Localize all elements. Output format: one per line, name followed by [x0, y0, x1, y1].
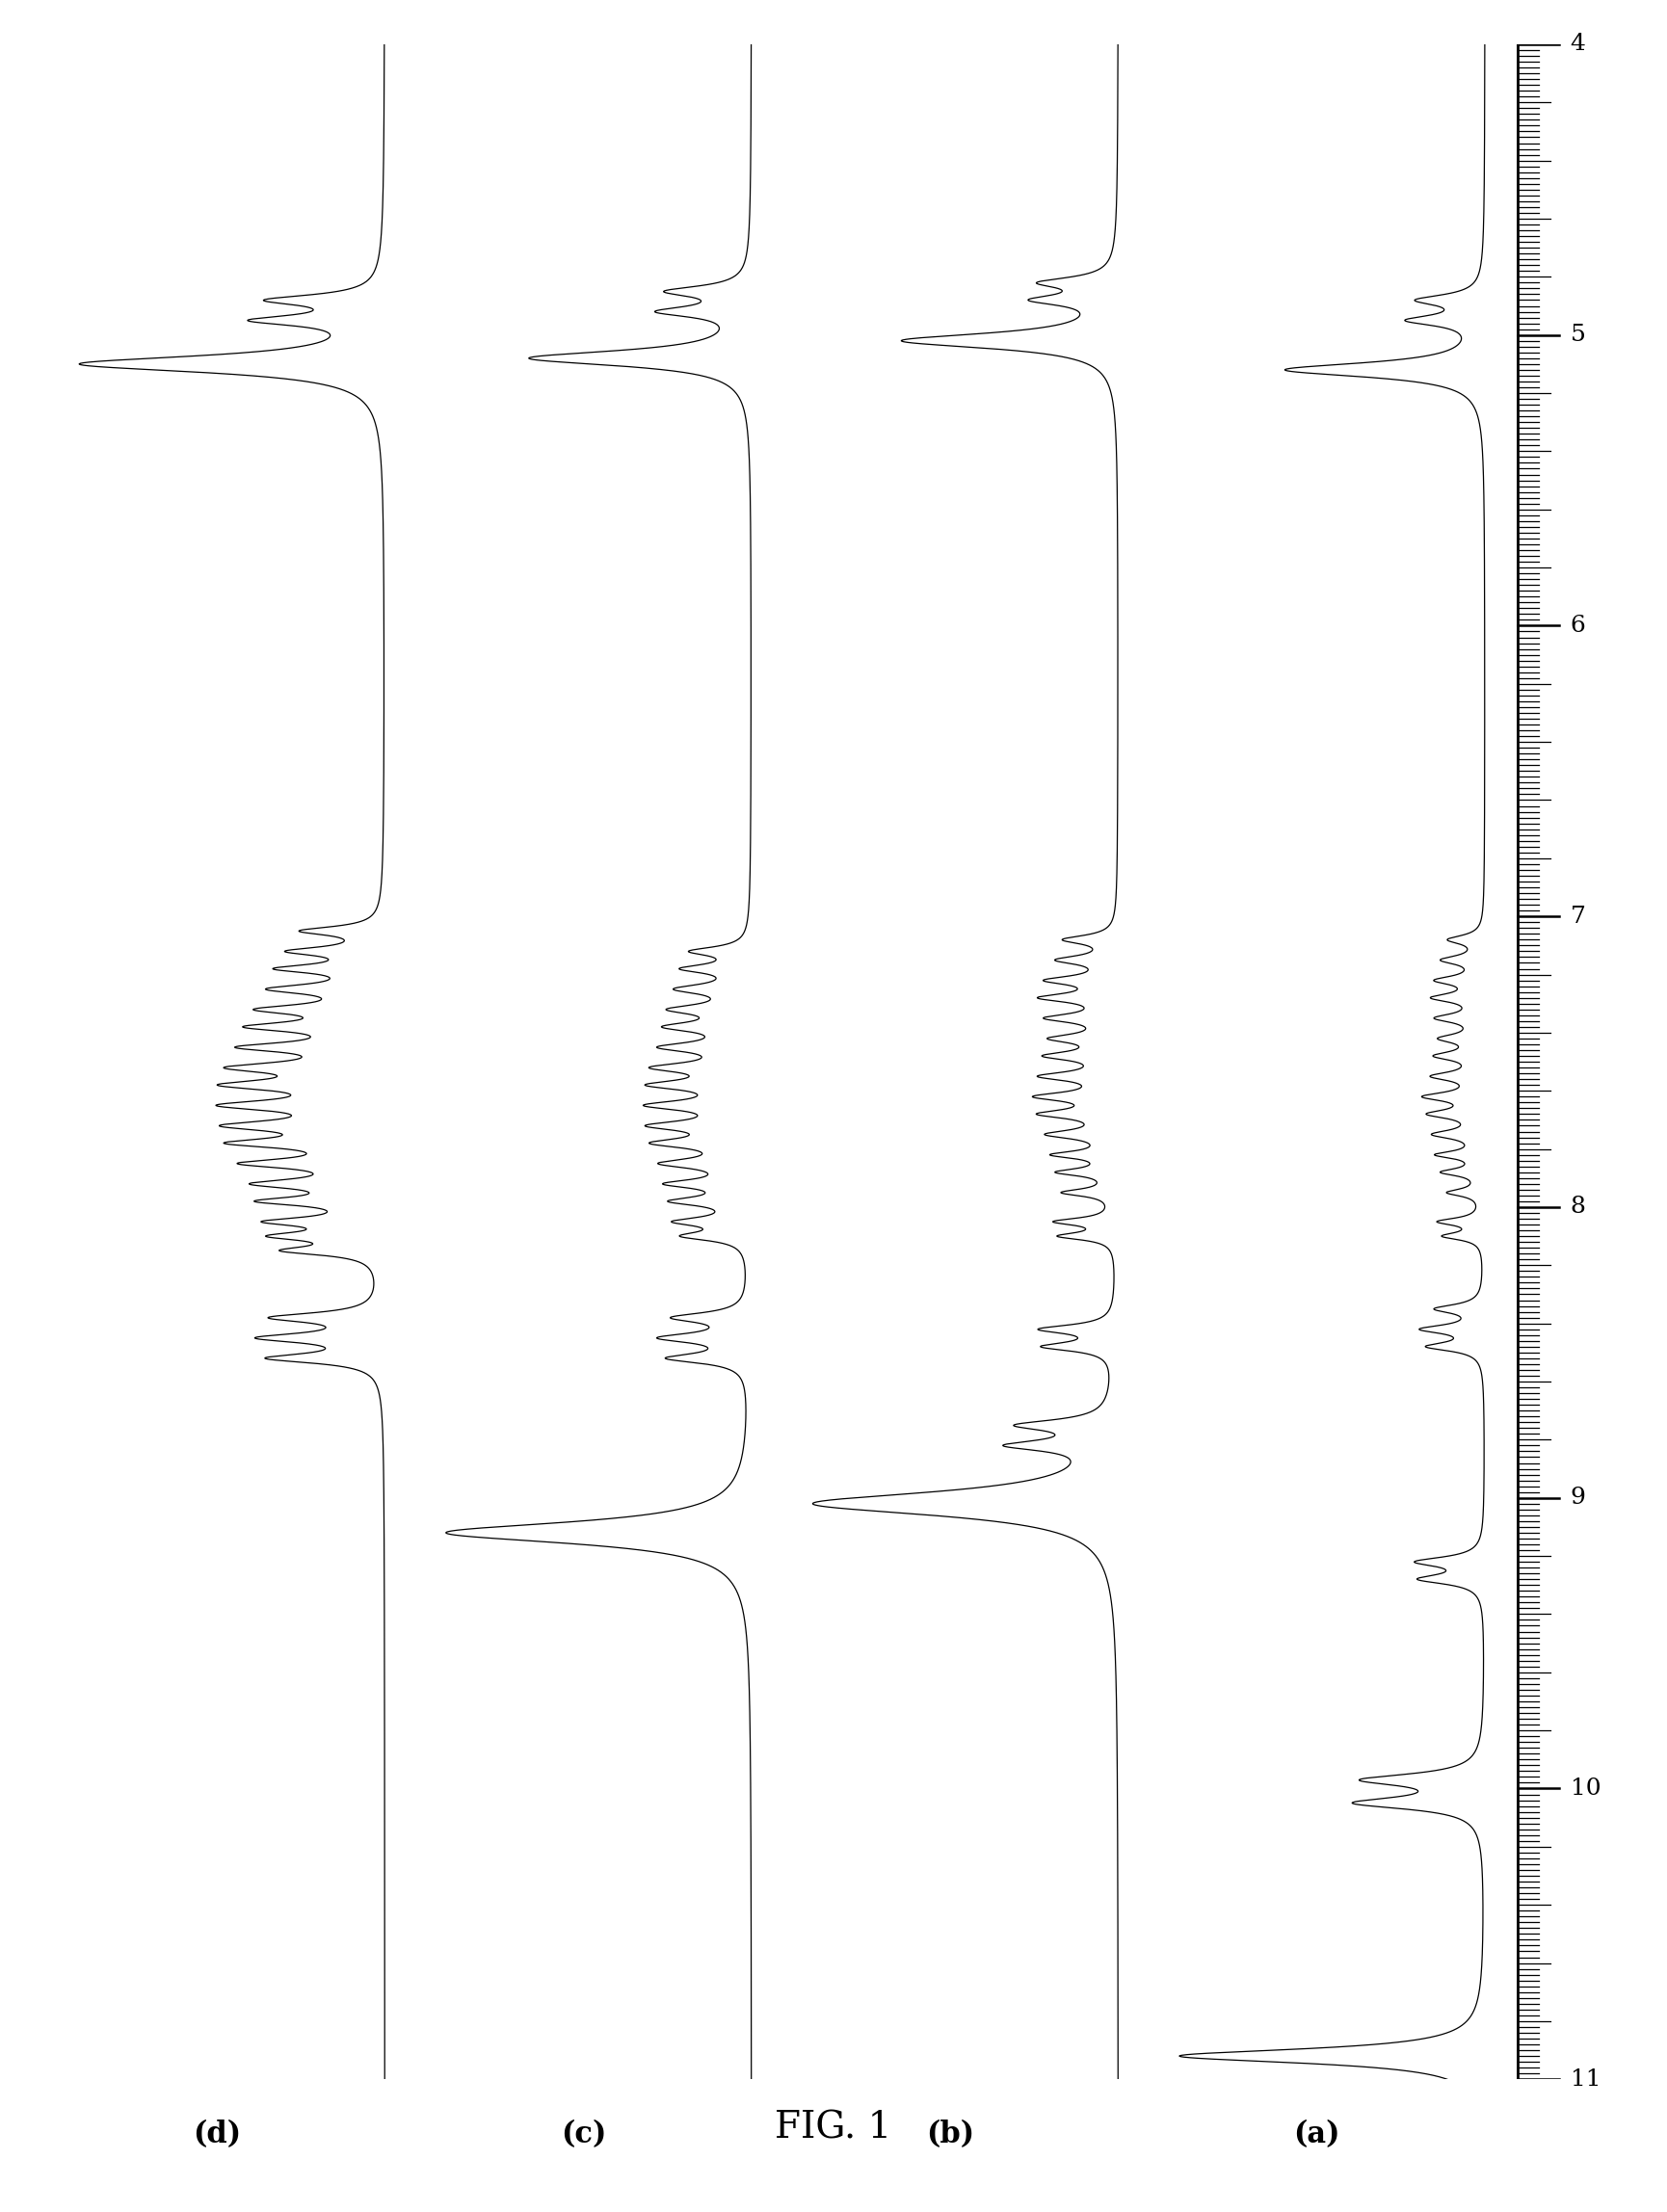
Text: 11: 11 — [1570, 2068, 1600, 2090]
Text: 5: 5 — [1570, 323, 1585, 345]
Text: (a): (a) — [1294, 2119, 1340, 2150]
Text: 8: 8 — [1570, 1197, 1585, 1219]
Text: 4: 4 — [1570, 33, 1585, 55]
Text: 6: 6 — [1570, 615, 1585, 637]
Text: 10: 10 — [1570, 1778, 1600, 1801]
Text: (b): (b) — [927, 2119, 974, 2150]
Text: FIG. 1: FIG. 1 — [775, 2110, 892, 2146]
Text: (d): (d) — [193, 2119, 240, 2150]
Text: (c): (c) — [560, 2119, 607, 2150]
Text: 7: 7 — [1570, 905, 1585, 927]
Text: 9: 9 — [1570, 1486, 1585, 1509]
